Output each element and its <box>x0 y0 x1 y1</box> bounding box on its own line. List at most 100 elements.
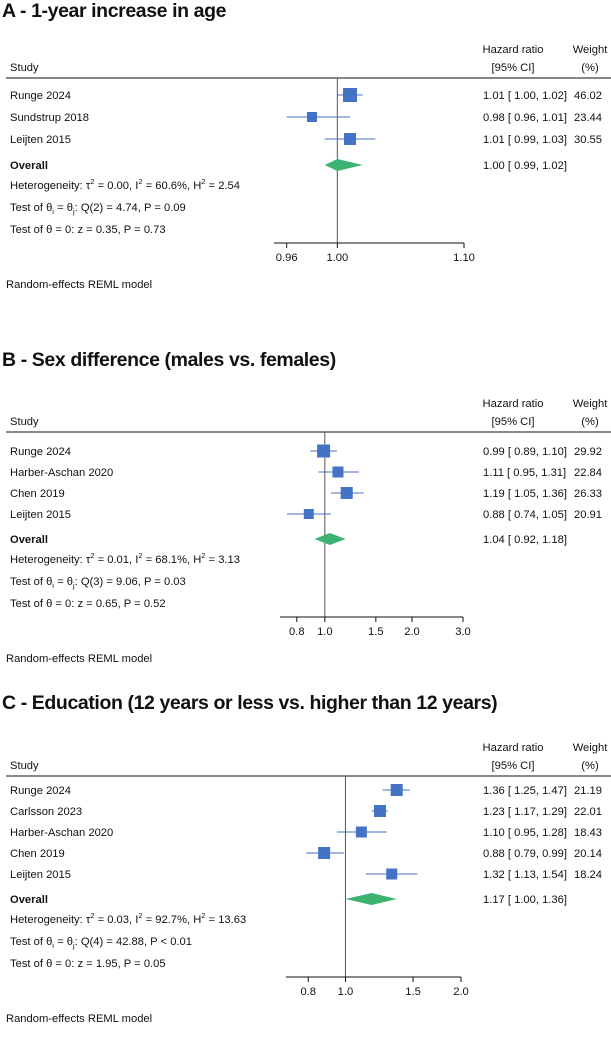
weight-column-header: Weight <box>573 742 609 754</box>
x-tick-label: 1.00 <box>326 252 348 264</box>
overall-label: Overall <box>10 534 48 546</box>
study-label: Runge 2024 <box>10 90 71 102</box>
study-hr-ci: 1.36 [ 1.25, 1.47] <box>483 785 567 797</box>
study-label: Leijten 2015 <box>10 509 71 521</box>
heterogeneity-text: Heterogeneity: τ2 = 0.00, I2 = 60.6%, H2… <box>10 177 240 192</box>
forest-svg: Study Hazard ratio [95% CI] Weight (%) Runge … <box>6 742 611 1025</box>
study-marker <box>343 88 357 102</box>
x-tick-label: 1.0 <box>338 986 354 998</box>
study-weight: 20.14 <box>574 848 602 860</box>
study-marker <box>332 466 344 478</box>
study-marker <box>318 847 331 859</box>
weight-column-header: Weight <box>573 398 609 410</box>
study-label: Harber-Aschan 2020 <box>10 827 113 839</box>
study-marker <box>390 784 403 796</box>
q-test-text: Test of θi = θj: Q(3) = 9.06, P = 0.03 <box>10 576 186 590</box>
study-hr-ci: 0.99 [ 0.89, 1.10] <box>483 446 567 458</box>
ci-column-header: [95% CI] <box>492 760 535 772</box>
weight-unit-header: (%) <box>581 62 599 74</box>
study-hr-ci: 0.88 [ 0.74, 1.05] <box>483 509 567 521</box>
study-weight: 22.01 <box>574 806 602 818</box>
overall-diamond <box>324 159 363 171</box>
overall-label: Overall <box>10 160 48 172</box>
overall-hr-ci: 1.00 [ 0.99, 1.02] <box>483 160 567 172</box>
study-label: Carlsson 2023 <box>10 806 82 818</box>
study-weight: 46.02 <box>574 90 602 102</box>
study-hr-ci: 1.23 [ 1.17, 1.29] <box>483 806 567 818</box>
study-label: Chen 2019 <box>10 848 65 860</box>
study-label: Sundstrup 2018 <box>10 112 89 124</box>
study-column-header: Study <box>10 62 39 74</box>
study-marker <box>386 868 398 880</box>
study-hr-ci: 1.32 [ 1.13, 1.54] <box>483 869 567 881</box>
model-note: Random-effects REML model <box>6 279 152 291</box>
study-hr-ci: 1.10 [ 0.95, 1.28] <box>483 827 567 839</box>
study-marker <box>344 133 356 145</box>
study-marker <box>373 805 386 817</box>
study-marker <box>340 487 353 499</box>
forest-plot-c: Study Hazard ratio [95% CI] Weight (%) Runge … <box>0 738 611 1040</box>
x-tick-label: 1.5 <box>368 626 384 638</box>
study-hr-ci: 1.19 [ 1.05, 1.36] <box>483 488 567 500</box>
q-test-text: Test of θi = θj: Q(4) = 42.88, P < 0.01 <box>10 936 192 950</box>
study-weight: 26.33 <box>574 488 602 500</box>
study-hr-ci: 0.88 [ 0.79, 0.99] <box>483 848 567 860</box>
study-marker <box>355 826 367 838</box>
overall-hr-ci: 1.17 [ 1.00, 1.36] <box>483 894 567 906</box>
forest-svg: Study Hazard ratio [95% CI] Weight (%) Runge … <box>6 44 611 291</box>
model-note: Random-effects REML model <box>6 653 152 665</box>
hr-column-header: Hazard ratio <box>483 398 544 410</box>
x-tick-label: 1.5 <box>405 986 421 998</box>
hr-column-header: Hazard ratio <box>483 44 544 56</box>
x-tick-label: 2.0 <box>404 626 420 638</box>
heterogeneity-text: Heterogeneity: τ2 = 0.03, I2 = 92.7%, H2… <box>10 911 246 926</box>
study-marker <box>317 444 331 458</box>
study-marker <box>303 509 314 519</box>
x-tick-label: 0.8 <box>289 626 305 638</box>
ci-column-header: [95% CI] <box>492 416 535 428</box>
x-tick-label: 0.8 <box>300 986 316 998</box>
study-weight: 22.84 <box>574 467 602 479</box>
study-weight: 18.43 <box>574 827 602 839</box>
study-hr-ci: 1.01 [ 1.00, 1.02] <box>483 90 567 102</box>
study-hr-ci: 0.98 [ 0.96, 1.01] <box>483 112 567 124</box>
study-weight: 30.55 <box>574 134 602 146</box>
x-tick-label: 0.96 <box>276 252 298 264</box>
study-hr-ci: 1.11 [ 0.95, 1.31] <box>483 467 566 479</box>
forest-svg: Study Hazard ratio [95% CI] Weight (%) Runge … <box>6 398 611 665</box>
model-note: Random-effects REML model <box>6 1013 152 1025</box>
z-test-text: Test of θ = 0: z = 0.65, P = 0.52 <box>10 598 166 610</box>
weight-column-header: Weight <box>573 44 609 56</box>
study-weight: 20.91 <box>574 509 602 521</box>
study-weight: 21.19 <box>574 785 602 797</box>
study-label: Leijten 2015 <box>10 134 71 146</box>
hr-column-header: Hazard ratio <box>483 742 544 754</box>
forest-plot-a: Study Hazard ratio [95% CI] Weight (%) Runge … <box>0 40 611 306</box>
study-label: Chen 2019 <box>10 488 65 500</box>
z-test-text: Test of θ = 0: z = 1.95, P = 0.05 <box>10 958 166 970</box>
study-label: Harber-Aschan 2020 <box>10 467 113 479</box>
x-tick-label: 3.0 <box>455 626 471 638</box>
panel-c-title: C - Education (12 years or less vs. high… <box>2 692 498 714</box>
study-label: Runge 2024 <box>10 446 71 458</box>
q-test-text: Test of θi = θj: Q(2) = 4.74, P = 0.09 <box>10 202 186 216</box>
study-column-header: Study <box>10 760 39 772</box>
x-tick-label: 2.0 <box>453 986 469 998</box>
overall-diamond <box>345 893 397 905</box>
study-hr-ci: 1.01 [ 0.99, 1.03] <box>483 134 567 146</box>
overall-hr-ci: 1.04 [ 0.92, 1.18] <box>483 534 567 546</box>
forest-plot-b: Study Hazard ratio [95% CI] Weight (%) Runge … <box>0 394 611 680</box>
weight-unit-header: (%) <box>581 760 599 772</box>
ci-column-header: [95% CI] <box>492 62 535 74</box>
x-tick-label: 1.0 <box>317 626 333 638</box>
overall-label: Overall <box>10 894 48 906</box>
z-test-text: Test of θ = 0: z = 0.35, P = 0.73 <box>10 224 166 236</box>
study-weight: 29.92 <box>574 446 602 458</box>
overall-diamond <box>314 533 346 545</box>
panel-b-title: B - Sex difference (males vs. females) <box>2 349 336 371</box>
weight-unit-header: (%) <box>581 416 599 428</box>
study-weight: 23.44 <box>574 112 602 124</box>
heterogeneity-text: Heterogeneity: τ2 = 0.01, I2 = 68.1%, H2… <box>10 551 240 566</box>
study-marker <box>307 112 317 122</box>
study-label: Leijten 2015 <box>10 869 71 881</box>
